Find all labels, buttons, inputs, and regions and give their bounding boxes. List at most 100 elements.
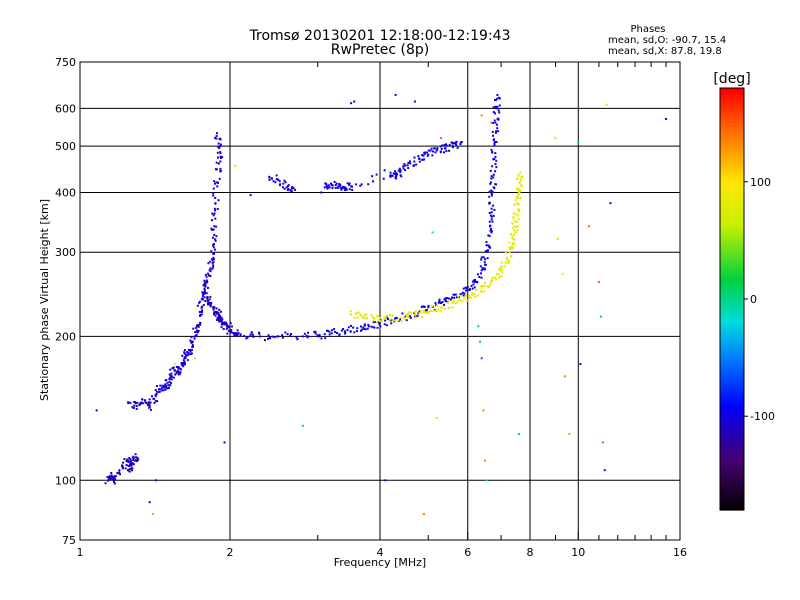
trace-point	[353, 316, 356, 319]
colorbar-segment	[720, 485, 744, 490]
trace-point	[181, 354, 184, 357]
trace-point	[164, 385, 167, 388]
trace-point	[342, 327, 345, 330]
trace-point	[460, 140, 463, 143]
trace-point	[423, 158, 426, 161]
trace-point	[345, 188, 348, 191]
trace-point	[448, 306, 451, 309]
trace-point	[175, 372, 178, 375]
trace-point	[283, 187, 286, 190]
trace-point	[219, 152, 222, 155]
trace-point	[217, 142, 220, 145]
colorbar-segment	[720, 112, 744, 117]
colorbar-tick-label: -100	[750, 410, 775, 423]
trace-point	[212, 264, 215, 267]
trace-point	[404, 164, 407, 167]
trace-point	[318, 334, 321, 337]
trace-point	[493, 144, 496, 147]
trace-point	[384, 317, 387, 320]
trace-point	[438, 300, 441, 303]
trace-point	[219, 160, 222, 163]
trace-point	[207, 262, 210, 265]
trace-point	[225, 321, 228, 324]
trace-point	[497, 109, 500, 112]
trace-point	[132, 457, 135, 460]
trace-point	[451, 301, 454, 304]
trace-point	[258, 332, 261, 335]
colorbar-segment	[720, 88, 744, 93]
trace-point	[348, 183, 351, 186]
trace-point	[217, 162, 220, 165]
trace-point	[471, 280, 474, 283]
trace-point	[156, 400, 159, 403]
trace-point	[403, 317, 406, 320]
trace-point	[340, 188, 343, 191]
trace-point	[283, 179, 286, 182]
trace-point	[196, 331, 199, 334]
trace-point	[452, 293, 455, 296]
trace-point	[516, 229, 519, 232]
trace-point	[215, 132, 218, 135]
trace-point	[143, 399, 146, 402]
colorbar-segment	[720, 200, 744, 205]
colorbar-segment	[720, 334, 744, 339]
trace-point	[365, 317, 368, 320]
colorbar-segment	[720, 323, 744, 328]
trace-point	[334, 186, 337, 189]
trace-point	[201, 310, 204, 313]
colorbar-segment	[720, 288, 744, 293]
trace-point	[172, 376, 175, 379]
trace-point	[347, 326, 350, 329]
trace-point	[500, 265, 503, 268]
trace-point	[375, 173, 378, 176]
trace-point	[492, 173, 495, 176]
trace-point	[339, 183, 342, 186]
trace-point	[203, 290, 206, 293]
trace-point	[219, 315, 222, 318]
trace-point	[216, 156, 219, 159]
trace-point	[468, 288, 471, 291]
trace-point	[517, 196, 520, 199]
trace-point	[190, 341, 193, 344]
trace-point	[409, 315, 412, 318]
trace-point	[171, 367, 174, 370]
trace-point	[221, 318, 224, 321]
x-tick-label: 1	[77, 546, 84, 559]
trace-point	[218, 147, 221, 150]
trace-point	[214, 209, 217, 212]
trace-point	[343, 186, 346, 189]
trace-point	[178, 373, 181, 376]
trace-point	[107, 475, 110, 478]
trace-point	[372, 319, 375, 322]
trace-point	[409, 316, 412, 319]
trace-point	[114, 475, 117, 478]
trace-point	[192, 327, 195, 330]
trace-point	[127, 460, 130, 463]
trace-point	[191, 346, 194, 349]
trace-point	[180, 368, 183, 371]
colorbar-segment	[720, 161, 744, 166]
trace-point	[212, 228, 215, 231]
colorbar-segment	[720, 478, 744, 483]
trace-point	[352, 326, 355, 329]
trace-point	[166, 387, 169, 390]
trace-point	[389, 318, 392, 321]
trace-point	[433, 309, 436, 312]
trace-point	[286, 185, 289, 188]
trace-point	[360, 314, 363, 317]
trace-point	[333, 180, 336, 183]
scatter-point	[477, 325, 480, 328]
trace-point	[268, 178, 271, 181]
trace-point	[513, 220, 516, 223]
colorbar-segment	[720, 277, 744, 283]
trace-point	[373, 317, 376, 320]
trace-point	[355, 312, 358, 315]
trace-point	[376, 326, 379, 329]
trace-point	[273, 336, 276, 339]
colorbar-segment	[720, 281, 744, 286]
trace-point	[216, 181, 219, 184]
trace-point	[454, 142, 457, 145]
trace-point	[314, 332, 317, 335]
trace-point	[480, 256, 483, 259]
trace-point	[396, 173, 399, 176]
